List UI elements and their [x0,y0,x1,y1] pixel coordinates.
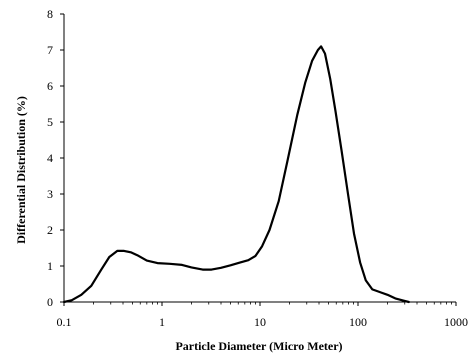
y-tick-label: 7 [47,43,53,57]
y-tick-label: 4 [47,151,53,165]
y-tick-label: 2 [47,223,53,237]
x-tick-label: 1 [159,315,165,329]
plot-area [62,45,410,304]
y-tick-label: 6 [47,79,53,93]
y-tick-label: 8 [47,7,53,21]
x-tick-label: 1000 [444,315,468,329]
x-tick-label: 100 [349,315,367,329]
y-tick-label: 5 [47,115,53,129]
y-tick-label: 1 [47,259,53,273]
y-axis-label: Differential Distribution (%) [14,96,28,244]
x-axis-label: Particle Diameter (Micro Meter) [175,339,342,353]
axes: 0 1 2 3 4 5 6 7 8 0.1 1 10 100 1000 [47,7,468,329]
y-tick-label: 3 [47,187,53,201]
x-tick-label: 10 [254,315,266,329]
distribution-line [62,45,410,304]
y-tick-label: 0 [47,295,53,309]
x-tick-label: 0.1 [57,315,72,329]
